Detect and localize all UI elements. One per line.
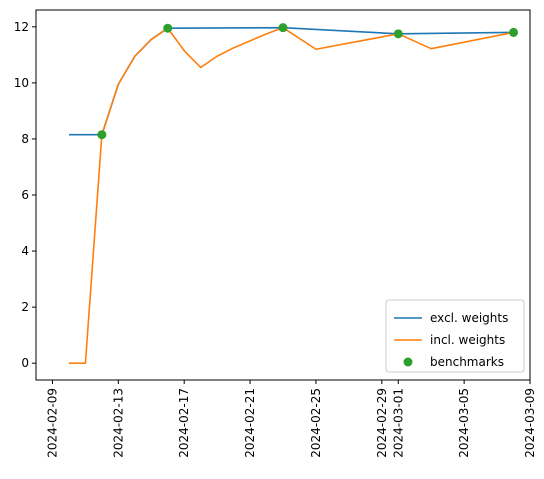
benchmark-point — [278, 23, 288, 33]
y-tick-label: 6 — [21, 188, 29, 202]
y-tick-label: 0 — [21, 356, 29, 370]
x-tick-label: 2024-02-13 — [111, 388, 125, 458]
x-axis: 2024-02-09 2024-02-13 2024-02-17 2024-02-21… — [45, 380, 537, 458]
series-line-incl-weights — [68, 26, 514, 364]
x-tick-label: 2024-02-09 — [45, 388, 59, 458]
benchmark-point — [393, 29, 403, 39]
legend: excl. weights incl. weights benchmarks — [385, 299, 525, 373]
plot-lines — [68, 26, 514, 364]
x-tick-label: 2024-02-29 — [375, 388, 389, 458]
plot-markers — [97, 23, 519, 140]
benchmark-point — [163, 23, 173, 33]
legend-marker-benchmarks — [403, 357, 413, 367]
x-tick-label: 2024-02-25 — [309, 388, 323, 458]
legend-label: benchmarks — [430, 355, 504, 369]
y-tick-label: 10 — [14, 76, 29, 90]
legend-label: excl. weights — [430, 311, 508, 325]
x-tick-label: 2024-02-21 — [243, 388, 257, 458]
y-tick-label: 8 — [21, 132, 29, 146]
y-tick-label: 4 — [21, 244, 29, 258]
y-tick-label: 12 — [14, 20, 29, 34]
y-tick-label: 2 — [21, 300, 29, 314]
x-tick-label: 2024-02-17 — [177, 388, 191, 458]
x-tick-label: 2024-03-01 — [391, 388, 405, 458]
x-tick-label: 2024-03-05 — [457, 388, 471, 458]
x-tick-label: 2024-03-09 — [523, 388, 537, 458]
legend-label: incl. weights — [430, 333, 505, 347]
legend-items: excl. weights incl. weights benchmarks — [394, 311, 508, 369]
benchmark-point — [509, 27, 519, 37]
benchmark-point — [97, 130, 107, 140]
y-axis: 0 2 4 6 8 10 12 — [14, 20, 36, 370]
